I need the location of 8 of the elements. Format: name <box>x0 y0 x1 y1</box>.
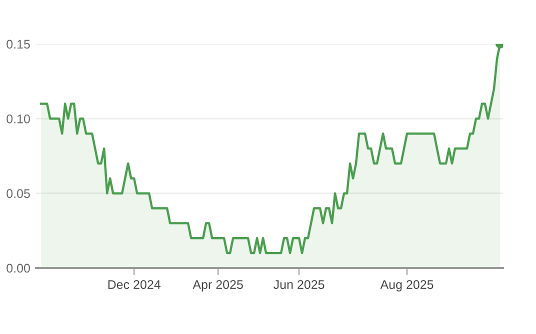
y-tick-label: 0.15 <box>6 40 30 49</box>
x-tick-label: Jun 2025 <box>274 280 324 289</box>
x-tick-label: Apr 2025 <box>192 280 243 292</box>
x-tick-label: Aug 2025 <box>380 280 434 292</box>
x-tick-label: Dec 2024 <box>108 280 160 289</box>
y-tick-label: 0.00 <box>6 264 30 273</box>
y-tick-label: 0.10 <box>6 114 30 124</box>
y-tick-label: 0.05 <box>6 189 30 198</box>
